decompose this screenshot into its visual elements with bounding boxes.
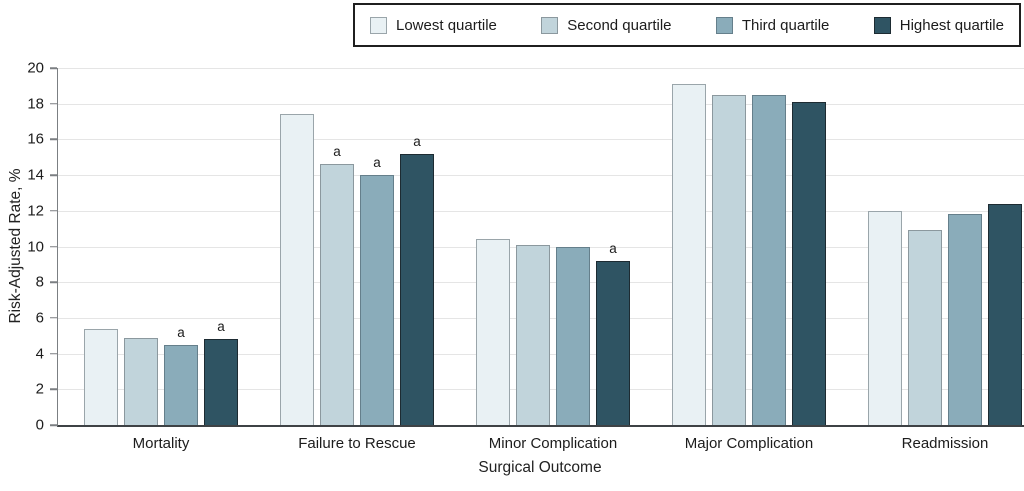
bar-second-quartile [712, 94, 746, 425]
y-tick-label: 4 [35, 345, 44, 363]
bar-third-quartile: a [360, 155, 394, 425]
legend-swatch-icon [715, 16, 733, 34]
bar-third-quartile: a [164, 325, 198, 425]
legend-item-third-quartile: Third quartile [715, 16, 830, 34]
legend-swatch-icon [873, 16, 891, 34]
y-tick-label: 10 [27, 238, 44, 255]
bar-group-major-complication: Major Complication [672, 68, 826, 452]
legend-swatch-icon [370, 16, 387, 34]
bar-group-minor-complication: a Minor Complication [476, 68, 630, 452]
significance-annotation: a [217, 319, 225, 335]
y-tick-mark [50, 102, 57, 105]
bar-third-quartile [556, 246, 590, 425]
y-tick-mark [50, 138, 57, 141]
legend: Lowest quartile Second quartile Third quar… [353, 3, 1021, 47]
category-label-failure-to-rescue: Failure to Rescue [298, 435, 416, 452]
legend-item-lowest-quartile: Lowest quartile [370, 16, 497, 34]
bar-second-quartile: a [320, 144, 354, 425]
bars-row: a a Mortality a a a Failure to Rescue a Minor Co… [58, 68, 1024, 452]
bar-lowest-quartile [672, 84, 706, 425]
gridline [58, 68, 1024, 69]
y-tick-mark [50, 424, 57, 426]
bar-highest-quartile: a [596, 241, 630, 425]
category-label-minor-complication: Minor Complication [488, 435, 618, 452]
bar-lowest-quartile [476, 239, 510, 425]
y-tick-label: 14 [27, 166, 44, 184]
bar-third-quartile [948, 214, 982, 425]
bar-group-mortality: a a Mortality [84, 68, 238, 452]
legend-label: Highest quartile [899, 16, 1004, 34]
gridline [58, 139, 1024, 141]
legend-item-highest-quartile: Highest quartile [873, 16, 1004, 34]
bar-group-readmission: Readmission [868, 68, 1022, 452]
category-label-mortality: Mortality [132, 435, 190, 452]
y-tick-label: 2 [35, 380, 44, 398]
category-label-readmission: Readmission [901, 435, 989, 452]
bar-second-quartile [908, 230, 942, 425]
bar-highest-quartile: a [400, 134, 434, 425]
y-tick-mark [50, 67, 57, 69]
y-tick-label: 18 [27, 95, 44, 113]
legend-label: Lowest quartile [396, 16, 497, 34]
y-tick-mark [50, 317, 57, 319]
bar-third-quartile [752, 94, 786, 425]
y-tick-label: 20 [27, 59, 44, 77]
legend-item-second-quartile: Second quartile [541, 16, 672, 34]
significance-annotation: a [333, 144, 341, 160]
bar-highest-quartile: a [204, 319, 238, 425]
y-tick-label: 8 [35, 273, 44, 291]
y-tick-label: 0 [35, 416, 44, 434]
y-tick-mark [50, 352, 57, 355]
legend-label: Second quartile [567, 16, 672, 34]
y-tick-mark [50, 174, 57, 176]
bar-group-failure-to-rescue: a a a Failure to Rescue [280, 68, 434, 452]
y-tick-mark [50, 210, 57, 212]
y-tick-label: 16 [27, 130, 44, 148]
gridline [58, 210, 1024, 212]
bar-highest-quartile [792, 101, 826, 425]
bar-second-quartile [124, 337, 158, 425]
y-tick-mark [50, 388, 57, 391]
bar-second-quartile [516, 244, 550, 425]
y-tick-mark [50, 281, 57, 283]
y-tick-label: 12 [27, 202, 44, 220]
gridline [58, 175, 1024, 177]
significance-annotation: a [177, 324, 185, 340]
plot-area: a a Mortality a a a Failure to Rescue a Minor Co… [57, 68, 1024, 452]
bar-lowest-quartile [280, 114, 314, 425]
significance-annotation: a [413, 133, 421, 149]
y-tick-label: 6 [35, 309, 44, 327]
significance-annotation: a [373, 155, 381, 171]
x-axis-title: Surgical Outcome [478, 459, 602, 476]
bar-highest-quartile [988, 203, 1022, 425]
significance-annotation: a [609, 240, 617, 256]
category-label-major-complication: Major Complication [684, 435, 814, 452]
bar-lowest-quartile [868, 210, 902, 425]
gridline [58, 103, 1024, 105]
bar-lowest-quartile [84, 328, 118, 425]
legend-swatch-icon [541, 16, 559, 34]
legend-label: Third quartile [741, 16, 830, 34]
y-tick-mark [50, 245, 57, 248]
